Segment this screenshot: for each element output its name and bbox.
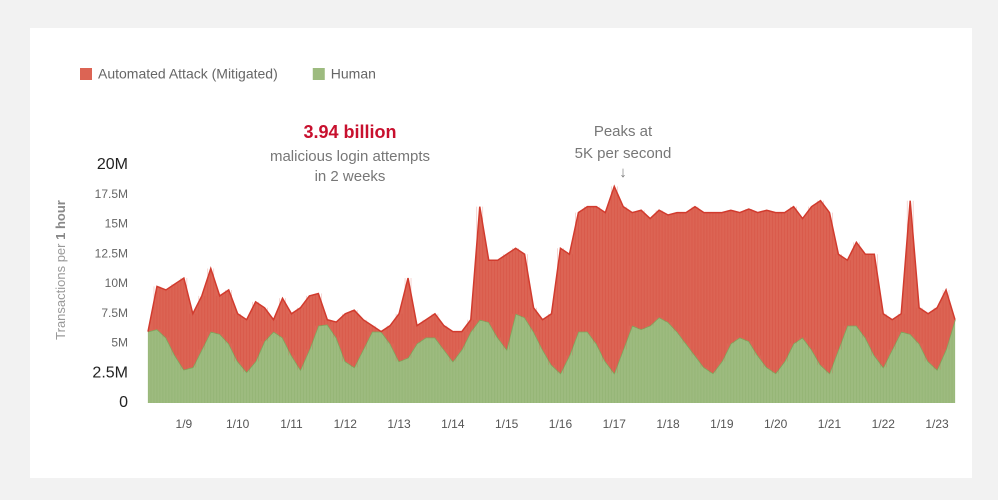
y-axis-label: Transactions per 1 hour [53,200,68,340]
y-tick-label: 17.5M [95,187,128,201]
y-tick-label: 10M [105,276,128,290]
y-label-emphasis: 1 hour [53,200,68,240]
x-tick-label: 1/23 [925,417,949,431]
y-label-text: Transactions per [53,243,68,340]
annotation-text: malicious login attempts [270,148,430,165]
x-tick-label: 1/16 [549,417,573,431]
x-tick-label: 1/9 [176,417,193,431]
legend-label: Automated Attack (Mitigated) [98,66,278,82]
x-tick-label: 1/10 [226,417,250,431]
x-tick-label: 1/17 [603,417,627,431]
area-hatch [153,186,950,374]
y-tick-label: 15M [105,217,128,231]
x-tick-label: 1/14 [441,417,465,431]
y-tick-label: 7.5M [101,306,128,320]
area-hatch [147,313,956,403]
y-tick-label: 5M [111,336,128,350]
annotation-text: in 2 weeks [315,168,386,185]
annotation-text: Peaks at [594,123,653,140]
area-line [147,184,956,333]
legend-swatch [312,68,325,80]
x-tick-label: 1/22 [872,417,896,431]
area [148,186,955,374]
y-tick-label: 12.5M [95,246,128,260]
y-tick-label: 0 [119,394,128,411]
y-tick-label: 20M [97,156,128,173]
x-tick-label: 1/15 [495,417,519,431]
annotation-total: 3.94 billion [303,122,396,142]
x-tick-label: 1/21 [818,417,842,431]
legend-swatch [80,68,92,80]
annotation-text: 5K per second [575,145,672,162]
y-tick-label: 2.5M [92,364,128,381]
legend-label: Human [331,66,376,82]
x-tick-label: 1/19 [710,417,734,431]
area [148,313,955,403]
x-tick-label: 1/20 [764,417,788,431]
annotation-arrow: ↓ [619,164,627,181]
x-tick-label: 1/12 [334,417,358,431]
x-tick-label: 1/11 [280,417,303,431]
x-tick-label: 1/18 [656,417,680,431]
x-tick-label: 1/13 [387,417,411,431]
